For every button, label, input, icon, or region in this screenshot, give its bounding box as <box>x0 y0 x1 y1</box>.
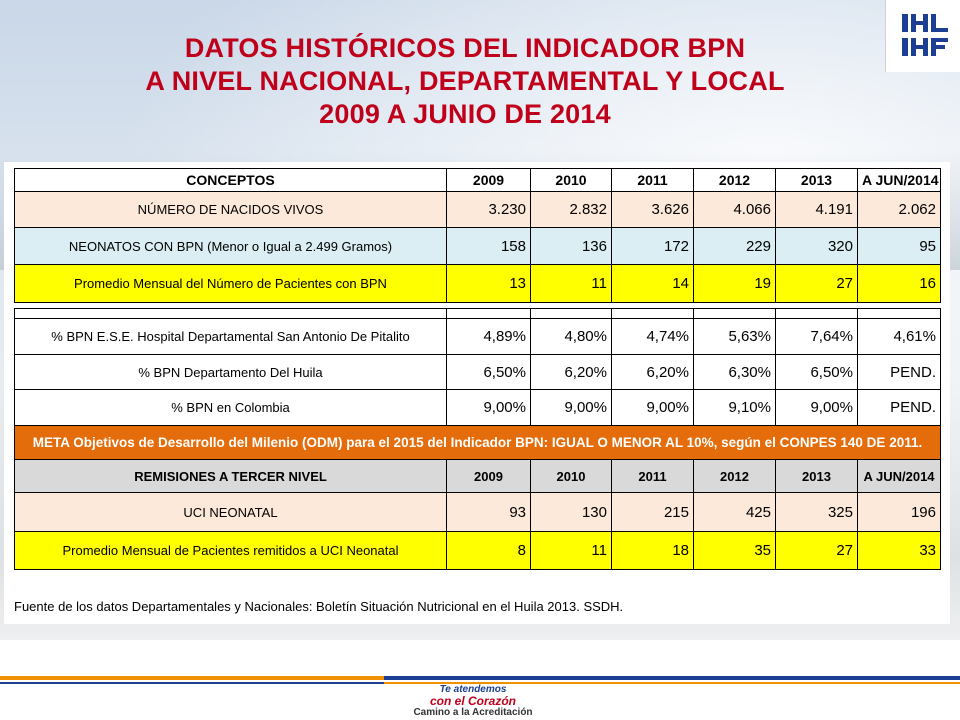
table-cell: 6,20% <box>611 354 694 390</box>
column-header: 2012 <box>693 168 776 192</box>
table-cell: 9,10% <box>693 389 776 426</box>
table-cell: 93 <box>446 492 531 532</box>
column-header: 2011 <box>611 168 694 192</box>
table-row: Promedio Mensual de Pacientes remitidos … <box>14 531 941 570</box>
table-cell: 325 <box>775 492 858 532</box>
table-cell: 158 <box>446 227 531 265</box>
title-line-1: DATOS HISTÓRICOS DEL INDICADOR BPN <box>184 33 746 63</box>
column-header: REMISIONES A TERCER NIVEL <box>14 459 447 493</box>
table-cell: 172 <box>611 227 694 265</box>
table-cell: 3.626 <box>611 191 694 228</box>
table-row: NEONATOS CON BPN (Menor o Igual a 2.499 … <box>14 227 941 265</box>
table-cell: 9,00% <box>775 389 858 426</box>
table-cell: 3.230 <box>446 191 531 228</box>
table-cell: 196 <box>857 492 941 532</box>
table-cell: 7,64% <box>775 318 858 355</box>
table-header-row: CONCEPTOS 2009 2010 2011 2012 2013 A JUN… <box>14 168 941 192</box>
table-cell: 229 <box>693 227 776 265</box>
table-cell: 19 <box>693 264 776 303</box>
table-row: % BPN E.S.E. Hospital Departamental San … <box>14 318 941 355</box>
row-label: % BPN E.S.E. Hospital Departamental San … <box>14 318 447 355</box>
table-cell: 14 <box>611 264 694 303</box>
table-cell: 11 <box>530 264 612 303</box>
table-cell: 136 <box>530 227 612 265</box>
table-cell: 6,30% <box>693 354 776 390</box>
table-cell: 425 <box>693 492 776 532</box>
column-header: CONCEPTOS <box>14 168 447 192</box>
column-header: 2012 <box>693 459 776 493</box>
table-cell: 2.062 <box>857 191 941 228</box>
meta-row: META Objetivos de Desarrollo del Milenio… <box>14 425 941 460</box>
column-header: 2013 <box>775 168 858 192</box>
table-cell: 27 <box>775 264 858 303</box>
column-header: A JUN/2014 <box>857 168 941 192</box>
table-cell: 320 <box>775 227 858 265</box>
column-header: 2009 <box>446 168 531 192</box>
meta-banner: META Objetivos de Desarrollo del Milenio… <box>14 425 941 460</box>
table-cell: PEND. <box>857 389 941 426</box>
row-label: NÚMERO DE NACIDOS VIVOS <box>14 191 447 228</box>
document-panel: CONCEPTOS 2009 2010 2011 2012 2013 A JUN… <box>4 162 950 624</box>
table-cell: 16 <box>857 264 941 303</box>
table-cell: 95 <box>857 227 941 265</box>
column-header: A JUN/2014 <box>857 459 941 493</box>
column-header: 2010 <box>530 168 612 192</box>
spacer-row <box>14 308 941 319</box>
column-header: 2013 <box>775 459 858 493</box>
table-cell: 9,00% <box>530 389 612 426</box>
table-cell: PEND. <box>857 354 941 390</box>
table-cell: 27 <box>775 531 858 570</box>
table-cell: 130 <box>530 492 612 532</box>
table-cell: 9,00% <box>446 389 531 426</box>
table-cell: 18 <box>611 531 694 570</box>
table-cell: 33 <box>857 531 941 570</box>
table-cell: 4,61% <box>857 318 941 355</box>
table-cell: 2.832 <box>530 191 612 228</box>
table-cell: 11 <box>530 531 612 570</box>
footer-stripe-secondary <box>0 682 960 684</box>
table-row: Promedio Mensual del Número de Pacientes… <box>14 264 941 303</box>
accreditation-badge: Te atendemos con el Corazón Camino a la … <box>396 684 550 720</box>
title-line-3: 2009 A JUNIO DE 2014 <box>319 99 611 129</box>
row-label: % BPN Departamento Del Huila <box>14 354 447 390</box>
column-header: 2011 <box>611 459 694 493</box>
ihf-logo-icon <box>902 14 948 56</box>
footer-stripe <box>0 676 960 680</box>
badge-line-1: Te atendemos <box>439 684 507 695</box>
table-cell: 4,80% <box>530 318 612 355</box>
column-header: 2009 <box>446 459 531 493</box>
table-cell: 6,20% <box>530 354 612 390</box>
table-row: UCI NEONATAL 93 130 215 425 325 196 <box>14 492 941 532</box>
title-line-2: A NIVEL NACIONAL, DEPARTAMENTAL Y LOCAL <box>145 66 785 96</box>
bpn-counts-table: CONCEPTOS 2009 2010 2011 2012 2013 A JUN… <box>14 168 941 303</box>
row-label: % BPN en Colombia <box>14 389 447 426</box>
table-cell: 6,50% <box>775 354 858 390</box>
row-label: UCI NEONATAL <box>14 492 447 532</box>
row-label: Promedio Mensual del Número de Pacientes… <box>14 264 447 303</box>
page-title: DATOS HISTÓRICOS DEL INDICADOR BPN A NIV… <box>0 32 930 131</box>
table-cell: 4.191 <box>775 191 858 228</box>
badge-line-3: Camino a la Acreditación <box>413 707 533 718</box>
table-cell: 9,00% <box>611 389 694 426</box>
table-cell: 35 <box>693 531 776 570</box>
badge-line-2: con el Corazón <box>429 694 516 708</box>
table-cell: 5,63% <box>693 318 776 355</box>
ihf-logo <box>885 0 960 72</box>
table-row: % BPN en Colombia 9,00% 9,00% 9,00% 9,10… <box>14 389 941 426</box>
row-label: NEONATOS CON BPN (Menor o Igual a 2.499 … <box>14 227 447 265</box>
column-header: 2010 <box>530 459 612 493</box>
table-cell: 4,74% <box>611 318 694 355</box>
remisiones-header-row: REMISIONES A TERCER NIVEL 2009 2010 2011… <box>14 459 941 493</box>
table-cell: 13 <box>446 264 531 303</box>
row-label: Promedio Mensual de Pacientes remitidos … <box>14 531 447 570</box>
bpn-percent-table: % BPN E.S.E. Hospital Departamental San … <box>14 308 941 570</box>
table-cell: 4,89% <box>446 318 531 355</box>
table-cell: 8 <box>446 531 531 570</box>
table-cell: 4.066 <box>693 191 776 228</box>
table-row: % BPN Departamento Del Huila 6,50% 6,20%… <box>14 354 941 390</box>
table-cell: 215 <box>611 492 694 532</box>
table-row: NÚMERO DE NACIDOS VIVOS 3.230 2.832 3.62… <box>14 191 941 228</box>
table-cell: 6,50% <box>446 354 531 390</box>
source-note: Fuente de los datos Departamentales y Na… <box>14 599 624 614</box>
